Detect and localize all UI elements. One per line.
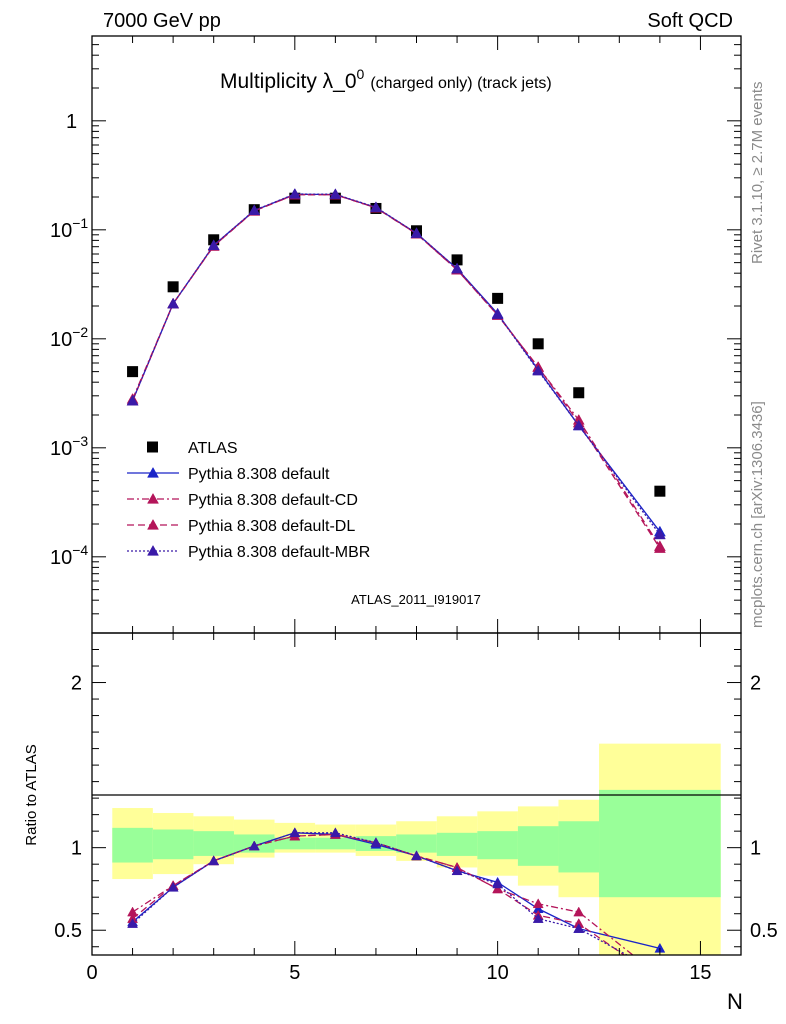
ratio-series-clipped	[127, 827, 666, 955]
atlas-data-point	[573, 387, 585, 399]
legend-label: Pythia 8.308 default-CD	[188, 492, 358, 509]
ratio-y-tick-label-right: 2	[750, 673, 761, 695]
uncertainty-band-green	[274, 837, 316, 850]
series-point-mbr	[410, 227, 423, 238]
series-point-mbr	[451, 262, 463, 274]
main-y-tick-label: 1	[66, 111, 77, 133]
legend-marker-atlas	[147, 441, 158, 453]
series-point-mbr	[491, 308, 504, 319]
main-series-layer	[126, 188, 666, 553]
legend-marker-default	[147, 466, 159, 478]
ratio-bands	[112, 743, 721, 955]
series-point-mbr	[167, 297, 180, 309]
series-point-mbr	[572, 419, 585, 431]
uncertainty-band-green	[599, 789, 721, 898]
uncertainty-band-green	[112, 827, 153, 863]
ratio-y-tick-label-right: 1	[750, 838, 761, 860]
ratio-point-mbr	[573, 923, 585, 933]
main-title-superscript: 0	[357, 66, 365, 82]
ratio-series-layer	[127, 827, 666, 955]
ratio-point-mbr	[289, 827, 301, 838]
atlas-data-point	[654, 485, 666, 497]
main-title-suffix: (charged only) (track jets)	[370, 75, 551, 92]
uncertainty-band-green	[517, 826, 559, 866]
series-point-mbr	[288, 188, 301, 199]
atlas-data-point	[532, 338, 544, 350]
ratio-point-mbr	[329, 827, 341, 838]
ratio-point-cd	[532, 898, 544, 909]
series-point-mbr	[207, 239, 220, 251]
main-ticks: 10−4 10−3 10−2 10−1 1	[50, 35, 741, 634]
ratio-ticks: 0 5 10 15 0.5 0.5 1 1 2 2	[54, 633, 778, 984]
uncertainty-band-green	[477, 831, 518, 860]
ratio-point-mbr	[167, 881, 179, 892]
legend-label: Pythia 8.308 default-MBR	[188, 544, 370, 561]
ratio-panel: 0 5 10 15 0.5 0.5 1 1 2 2 Ratio to ATLAS N	[23, 632, 778, 1014]
rivet-label: Rivet 3.1.10, ≥ 2.7M events	[749, 82, 766, 265]
series-point-dl	[653, 542, 666, 553]
series-point-mbr	[653, 528, 666, 540]
series-point-mbr	[370, 201, 382, 212]
ratio-point-dl	[492, 883, 504, 894]
main-y-tick-label: 10−4	[50, 542, 88, 569]
ratio-point-mbr	[532, 913, 544, 923]
ratio-x-tick-label: 10	[487, 962, 509, 984]
atlas-data-point	[127, 366, 139, 378]
series-point-mbr	[248, 204, 261, 215]
ratio-x-tick-label: 0	[86, 962, 97, 984]
ratio-point-cd	[573, 906, 585, 917]
source-label: mcplots.cern.ch [arXiv:1306.3436]	[749, 401, 766, 628]
energy-label: 7000 GeV pp	[103, 10, 221, 32]
uncertainty-band-green	[152, 829, 194, 860]
ratio-y-tick-label: 0.5	[54, 920, 82, 942]
main-title: Multiplicity λ_00 (charged only) (track j…	[220, 66, 552, 93]
series-point-mbr	[329, 188, 342, 199]
atlas-data-point	[451, 254, 463, 266]
main-title-text: Multiplicity λ_0	[220, 70, 357, 93]
legend-marker-dl	[147, 518, 159, 530]
uncertainty-band-green	[436, 832, 478, 856]
legend-marker-cd	[147, 492, 159, 504]
uncertainty-band-green	[558, 821, 600, 873]
ratio-point-mbr	[248, 840, 260, 851]
ratio-xlabel: N	[727, 989, 743, 1014]
ratio-ylabel: Ratio to ATLAS	[23, 744, 40, 845]
legend-label: Pythia 8.308 default-DL	[188, 518, 355, 535]
ratio-point-mbr	[411, 850, 422, 861]
uncertainty-band-green	[193, 831, 234, 856]
ratio-x-tick-label: 15	[689, 962, 711, 984]
uncertainty-band-green	[396, 834, 437, 853]
main-y-tick-label: 10−1	[50, 215, 88, 242]
series-point-mbr	[126, 394, 139, 406]
uncertainty-band-green	[315, 837, 356, 850]
ratio-x-tick-label: 5	[289, 962, 300, 984]
atlas-data-point	[167, 281, 179, 293]
ratio-point-mbr	[127, 918, 138, 928]
legend: ATLAS Pythia 8.308 default Pythia 8.308 de…	[127, 440, 370, 561]
ratio-point-mbr	[208, 855, 220, 866]
ratio-y-tick-label-right: 0.5	[750, 920, 778, 942]
ratio-point-mbr	[370, 837, 382, 847]
analysis-label: ATLAS_2011_I919017	[351, 592, 481, 607]
legend-label: ATLAS	[188, 440, 238, 457]
main-y-tick-label: 10−3	[50, 433, 88, 460]
ratio-y-tick-label: 2	[71, 673, 82, 695]
legend-label: Pythia 8.308 default	[188, 466, 330, 483]
ratio-point-mbr	[451, 865, 463, 876]
main-panel: 10−4 10−3 10−2 10−1 1 Multiplicity λ_00 (char…	[50, 35, 742, 634]
ratio-point-mbr	[492, 878, 504, 889]
series-point-mbr	[532, 364, 545, 376]
process-label: Soft QCD	[647, 10, 733, 32]
ratio-y-tick-label: 1	[71, 838, 82, 860]
main-y-tick-label: 10−2	[50, 324, 88, 351]
atlas-data-point	[492, 292, 504, 304]
legend-marker-mbr	[147, 544, 159, 556]
